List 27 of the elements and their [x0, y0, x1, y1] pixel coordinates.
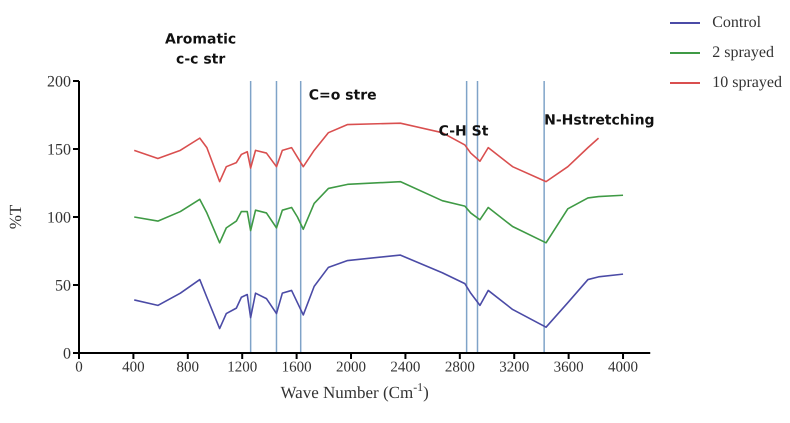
legend-label: Control	[712, 14, 762, 32]
y-tick-label: 50	[55, 278, 71, 295]
y-tick-label: 0	[63, 346, 71, 363]
x-tick-label: 3600	[554, 360, 584, 376]
legend-label: 10 sprayed	[712, 74, 782, 92]
y-tick-label: 150	[47, 142, 71, 159]
x-tick-label: 800	[176, 360, 200, 376]
x-tick-label: 400	[122, 360, 145, 376]
x-tick-label: 2400	[390, 360, 420, 376]
x-tick-label: 2000	[336, 360, 366, 376]
x-tick-label: 0	[75, 360, 83, 376]
annotation: N-Hstretching	[544, 112, 655, 128]
annotation: C-H St	[438, 124, 489, 140]
legend-label: 2 sprayed	[712, 44, 774, 62]
y-tick-label: 200	[47, 74, 71, 91]
x-tick-label: 4000	[608, 360, 638, 376]
x-tick-label: 1600	[282, 360, 312, 376]
x-axis-title: Wave Number (Cm$^{-1}$)	[280, 380, 429, 402]
y-axis-title: %T	[6, 204, 26, 230]
x-tick-label: 1200	[227, 360, 258, 376]
y-tick-label: 100	[47, 210, 71, 227]
x-tick-label: 2800	[444, 360, 475, 376]
annotation: C=o stre	[308, 87, 377, 104]
line-series	[133, 254, 624, 330]
line-series	[133, 180, 624, 244]
x-tick-label: 3200	[499, 360, 530, 376]
annotation: Aromatic c-c str	[165, 31, 236, 68]
